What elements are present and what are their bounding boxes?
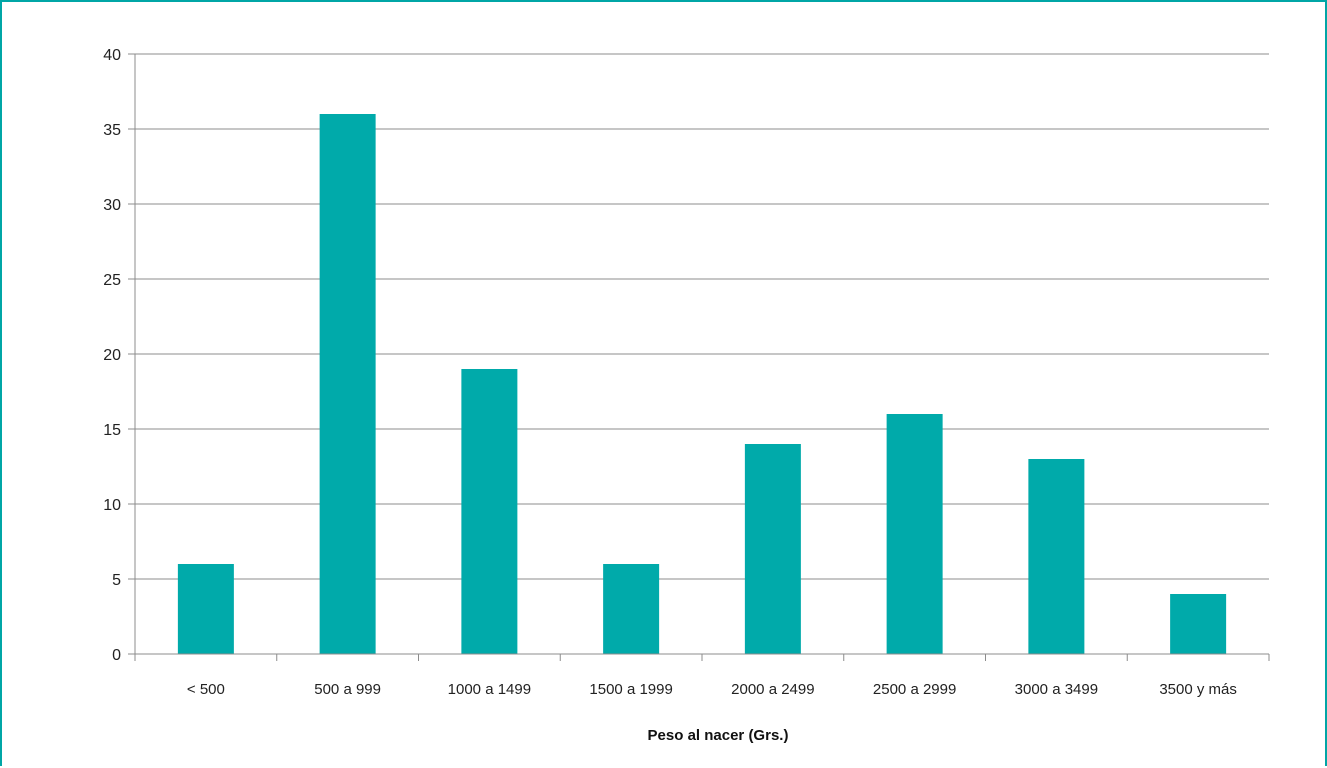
x-tick-label: 500 a 999: [314, 681, 381, 698]
y-tick-label: 10: [103, 497, 121, 514]
bar: [1028, 459, 1084, 654]
bar: [320, 114, 376, 654]
y-tick-label: 20: [103, 347, 121, 364]
y-tick-label: 40: [103, 47, 121, 64]
y-tick-label: 15: [103, 422, 121, 439]
x-tick-label: 2500 a 2999: [873, 681, 956, 698]
x-tick-label: 1500 a 1999: [589, 681, 672, 698]
bar: [745, 444, 801, 654]
x-tick-label: 3500 y más: [1159, 681, 1237, 698]
y-tick-label: 30: [103, 197, 121, 214]
bar: [461, 369, 517, 654]
x-axis-title: Peso al nacer (Grs.): [648, 727, 789, 744]
bar: [178, 564, 234, 654]
bar: [887, 414, 943, 654]
y-tick-label: 0: [112, 647, 121, 664]
x-tick-label: 1000 a 1499: [448, 681, 531, 698]
x-tick-label: < 500: [187, 681, 225, 698]
y-tick-label: 25: [103, 272, 121, 289]
y-tick-label: 35: [103, 122, 121, 139]
x-tick-label: 3000 a 3499: [1015, 681, 1098, 698]
x-tick-label: 2000 a 2499: [731, 681, 814, 698]
bar: [603, 564, 659, 654]
x-tick-labels: < 500 500 a 999 1000 a 1499 1500 a 1999 2000…: [187, 681, 1237, 698]
bar: [1170, 594, 1226, 654]
bars: [178, 114, 1226, 654]
gridlines: [128, 54, 1269, 661]
y-tick-label: 5: [112, 572, 121, 589]
y-tick-labels: 0 5 10 15 20 25 30 35 40: [103, 47, 121, 664]
